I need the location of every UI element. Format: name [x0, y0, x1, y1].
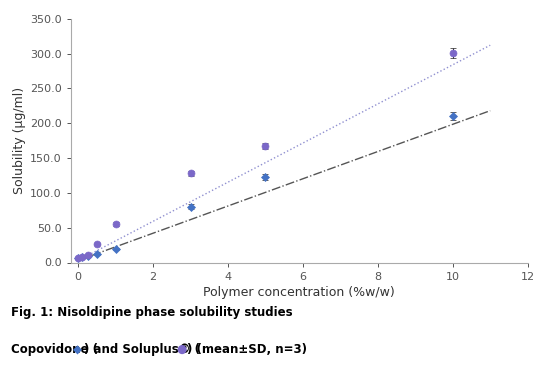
Text: Fig. 1: Nisoldipine phase solubility studies: Fig. 1: Nisoldipine phase solubility stu… [11, 306, 293, 319]
Y-axis label: Solubility (µg/ml): Solubility (µg/ml) [13, 87, 26, 194]
X-axis label: Polymer concentration (%w/w): Polymer concentration (%w/w) [203, 286, 395, 299]
Text: ) and Soluplus® (: ) and Soluplus® ( [84, 343, 200, 356]
Text: ) (mean±SD, n=3): ) (mean±SD, n=3) [187, 343, 307, 356]
Text: ●: ● [177, 343, 187, 356]
Text: Copovidone (: Copovidone ( [11, 343, 98, 356]
Text: ◆: ◆ [73, 343, 83, 356]
